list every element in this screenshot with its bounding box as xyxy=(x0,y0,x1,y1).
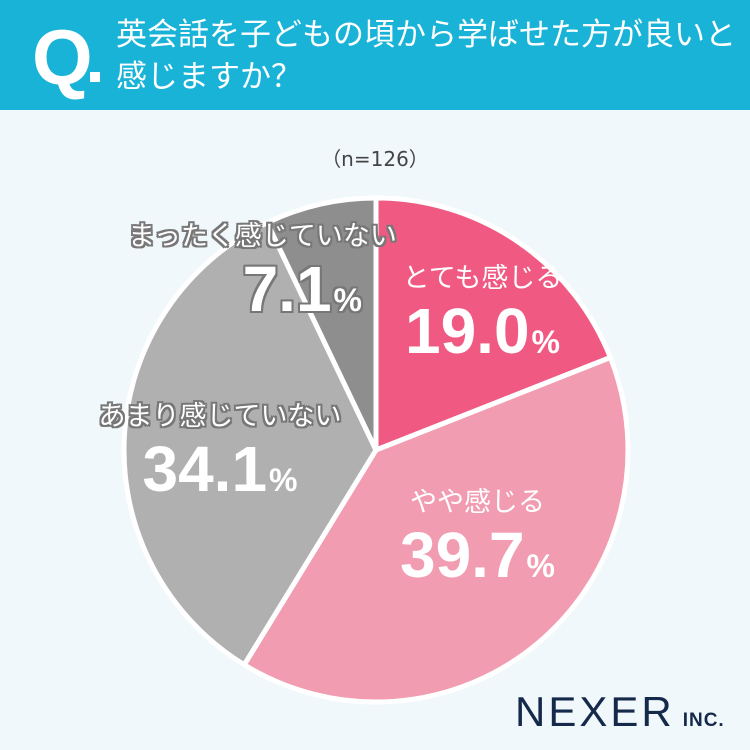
label-percent: 39.7% xyxy=(399,519,555,591)
pie-slice-3 xyxy=(264,195,379,453)
label-percent: 19.0% xyxy=(404,295,560,367)
q-dot xyxy=(90,72,100,82)
label-percent: 34.1% xyxy=(142,433,298,505)
label-percent: 7.1% xyxy=(242,253,362,325)
label-category: まったく感じていない xyxy=(128,221,397,252)
label-not-at-all: まったく感じていない 7.1% xyxy=(128,220,397,335)
label-category: とても感じる xyxy=(402,263,563,294)
label-not-much: あまり感じていない 34.1% xyxy=(85,400,355,515)
pie-slice-2 xyxy=(121,220,379,668)
label-very: とても感じる 19.0% xyxy=(395,262,570,377)
label-category: あまり感じていない xyxy=(98,401,342,432)
sample-size: （n=126） xyxy=(321,147,429,171)
question-title: 英会話を子どもの頃から学ばせた方が良いと感じますか？ xyxy=(116,17,736,95)
label-category: やや感じる xyxy=(410,487,545,518)
nexer-logo: NEXER INC. xyxy=(515,688,725,735)
question-header: Q 英会話を子どもの頃から学ばせた方が良いと感じますか？ xyxy=(0,0,750,110)
pie-slice-1 xyxy=(241,355,631,705)
label-somewhat: やや感じる 39.7% xyxy=(390,486,565,601)
pie-slice-0 xyxy=(373,195,613,453)
q-mark: Q xyxy=(32,13,93,101)
